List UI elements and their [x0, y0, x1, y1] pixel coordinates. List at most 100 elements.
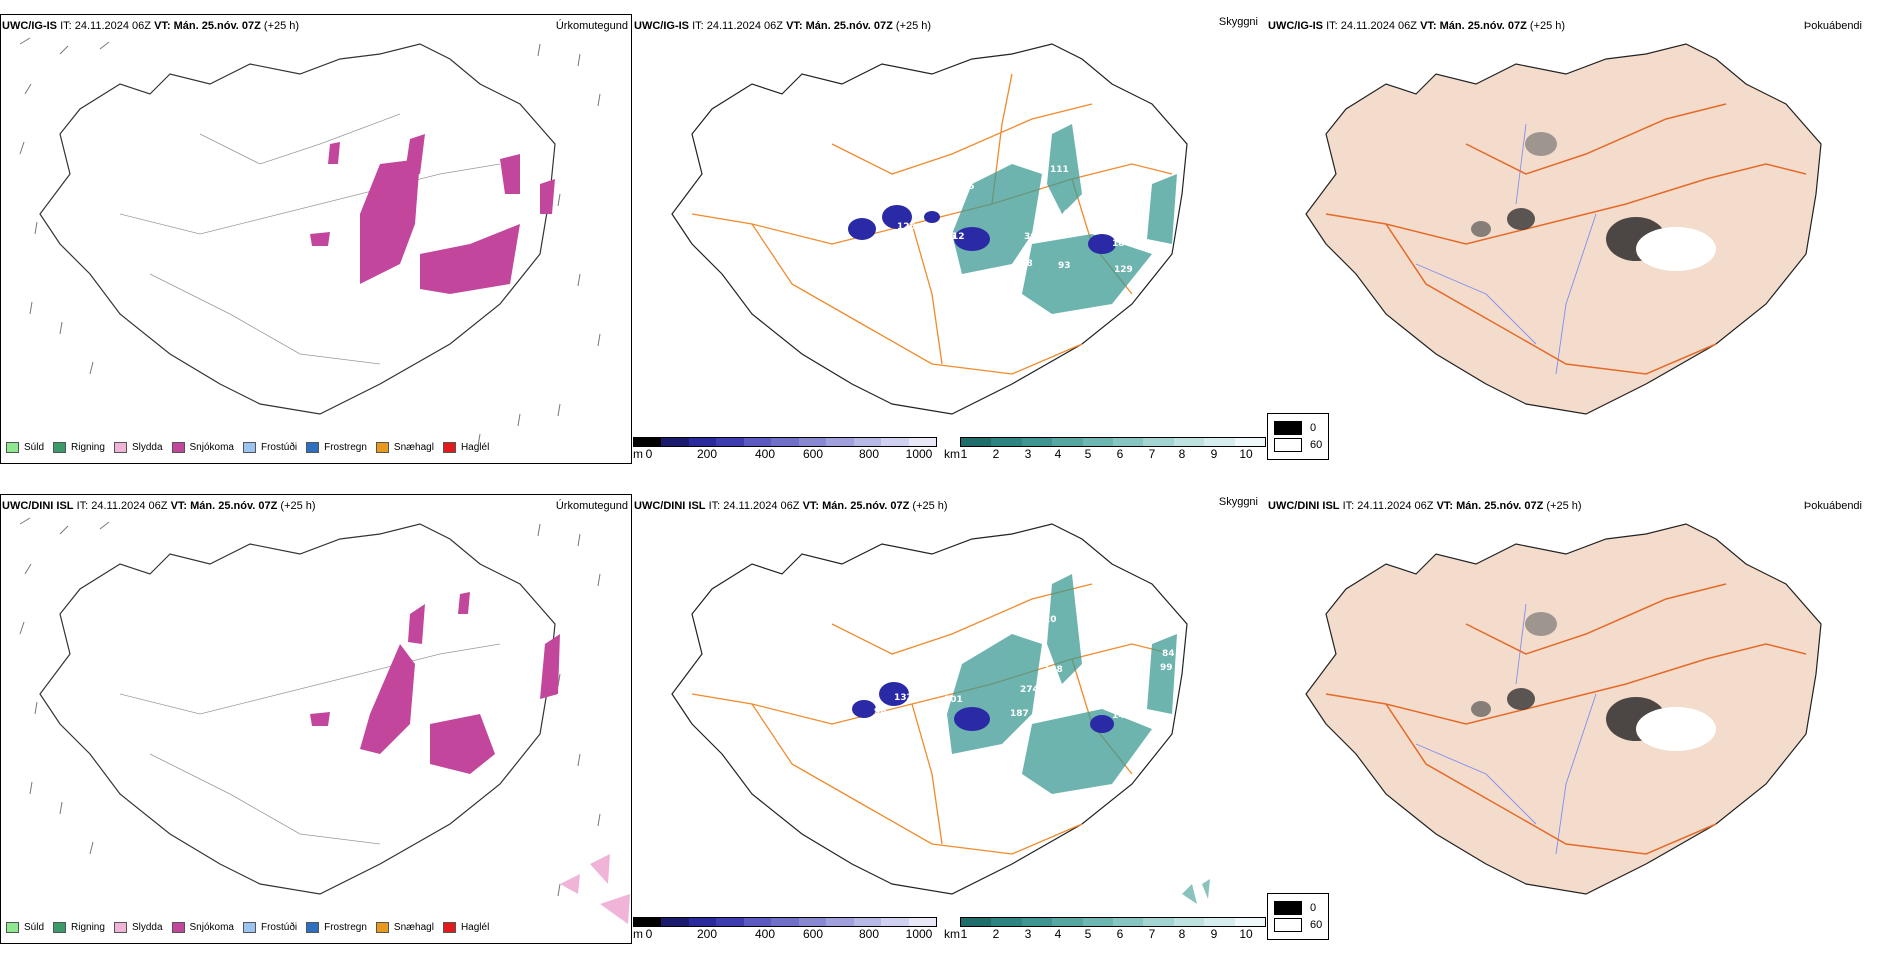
visibility-map: 132 101 96 108 274 187 96 174 148 84 99 …: [671, 523, 1210, 904]
colorbar-strip: [960, 437, 1266, 447]
fog-indicator-areas: [1471, 132, 1716, 271]
color-cell: [1021, 438, 1053, 446]
cloud-base-label: 105: [937, 232, 956, 242]
cloud-base-label: 364: [1024, 232, 1043, 242]
color-cell: [798, 438, 827, 446]
it-label: IT:: [1342, 500, 1355, 512]
iceland-outline: [671, 43, 1188, 415]
cloud-base-areas: [852, 682, 1114, 733]
tick-label: 8: [1178, 447, 1186, 461]
tick-label: 3: [1024, 447, 1032, 461]
lead-time: (+25 h): [263, 20, 300, 32]
cloud-base-label: 148: [1112, 711, 1131, 721]
color-cell: [1113, 918, 1144, 926]
vt-label: VT:: [154, 20, 171, 32]
legend-label: Haglél: [460, 442, 490, 453]
tick-label: 10: [1239, 447, 1253, 461]
visibility-colorbar-row2: km 1 2 3 4 5 6 7 8 9 10: [944, 917, 1266, 941]
road-lines: [119, 643, 501, 845]
tick-label: 2: [992, 927, 1000, 941]
tick-label: 7: [1148, 927, 1156, 941]
precip-legend: Súld Rigning Slydda Snjókoma Frostúði Fr…: [6, 922, 489, 933]
low-visibility-areas: [952, 124, 1177, 314]
panel-header: UWC/IG-IS IT: 24.11.2024 06Z VT: Mán. 25…: [2, 20, 299, 32]
color-cell: [908, 438, 936, 446]
cloud-base-label: 108: [1044, 665, 1063, 675]
fog-legend-item: 60: [1274, 918, 1322, 932]
cloud-base-label: 111: [1050, 165, 1069, 175]
it-value: 24.11.2024 06Z: [74, 20, 151, 32]
colorbar-strip: [633, 917, 937, 927]
colorbar-unit: m: [633, 927, 643, 941]
color-cell: [771, 438, 799, 446]
color-cell: [1204, 438, 1235, 446]
legend-swatch: [6, 442, 19, 453]
cloud-base-label: 99: [1160, 663, 1173, 673]
legend-item: Rigning: [53, 442, 105, 453]
visibility-colorbar-row1: km 1 2 3 4 5 6 7 8 9 10: [944, 437, 1266, 461]
low-visibility-offshore: [1182, 879, 1210, 904]
tick-label: 1: [960, 927, 968, 941]
legend-label: Rigning: [71, 442, 105, 453]
precip-legend: Súld Rigning Slydda Snjókoma Frostúði Fr…: [6, 442, 489, 453]
legend-label: Frostregn: [324, 922, 367, 933]
iceland-outline: [39, 43, 556, 415]
panel-title: Úrkomutegund: [555, 20, 628, 32]
cloud-base-label: 96: [874, 707, 887, 717]
cloud-base-label: 84: [1162, 649, 1175, 659]
legend-item: Frostúði: [242, 922, 297, 933]
vt-value: Mán. 25.nóv. 07Z: [822, 500, 910, 512]
rivers: [1415, 603, 1597, 855]
it-value: 24.11.2024 06Z: [91, 500, 168, 512]
tick-label: 6: [1116, 447, 1124, 461]
color-cell: [798, 918, 827, 926]
panel-title: Skyggni: [1218, 16, 1258, 28]
precip-type-panel-row2: UWC/DINI ISL IT: 24.11.2024 06Z VT: Mán.…: [0, 494, 632, 959]
legend-item: Snæhagl: [375, 442, 434, 453]
fog-legend-item: 0: [1274, 901, 1322, 915]
color-cell: [1234, 918, 1266, 926]
color-cell: [661, 918, 689, 926]
legend-label: Snjókoma: [189, 442, 234, 453]
legend-item: Snjókoma: [171, 922, 234, 933]
road-lines: [1325, 103, 1807, 375]
fog-legend-row2: 0 60: [1267, 893, 1330, 940]
tick-label: 1000: [905, 447, 933, 461]
legend-label: Frostúði: [260, 442, 298, 453]
vt-label: VT:: [170, 500, 188, 512]
vt-label: VT:: [1420, 20, 1437, 32]
legend-swatch: [242, 922, 256, 933]
vt-value: Mán. 25.nóv. 07Z: [173, 20, 261, 32]
cloud-base-label: 20: [1044, 615, 1057, 625]
cloud-base-areas: [848, 205, 1116, 254]
panel-header: UWC/IG-IS IT: 24.11.2024 06Z VT: Mán. 25…: [1268, 20, 1565, 32]
wind-barbs: [19, 37, 601, 447]
panel-header: UWC/IG-IS IT: 24.11.2024 06Z VT: Mán. 25…: [634, 20, 931, 32]
color-cell: [881, 438, 909, 446]
cloud-base-label: 174: [1108, 687, 1127, 697]
tick-label: 1000: [905, 927, 933, 941]
legend-item: Rigning: [53, 922, 105, 933]
tick-label: 200: [696, 927, 718, 941]
cloud-base-label: 129: [1114, 265, 1133, 275]
legend-item: Snjókoma: [171, 442, 234, 453]
color-cell: [853, 438, 882, 446]
cloud-base-labels: 125 105 12 102 75 111 114 364 184 148 93…: [870, 165, 1133, 275]
it-value: 24.11.2024 06Z: [723, 500, 800, 512]
color-cell: [881, 918, 909, 926]
color-cell: [688, 918, 717, 926]
color-cell: [1204, 918, 1235, 926]
it-label: IT:: [1326, 20, 1338, 32]
color-cell: [716, 918, 744, 926]
iceland-outline: [1305, 43, 1822, 415]
snowfall-areas: [310, 592, 560, 774]
cloud-base-label: 184: [1112, 239, 1131, 249]
color-cell: [743, 918, 772, 926]
legend-swatch: [53, 922, 67, 933]
precip-panel-frame: [0, 14, 632, 464]
road-lines: [1325, 583, 1807, 855]
legend-item: Frostregn: [306, 442, 367, 453]
legend-label: Snjókoma: [189, 922, 234, 933]
legend-label: Slydda: [131, 922, 163, 933]
panel-header: UWC/DINI ISL IT: 24.11.2024 06Z VT: Mán.…: [1268, 500, 1582, 512]
